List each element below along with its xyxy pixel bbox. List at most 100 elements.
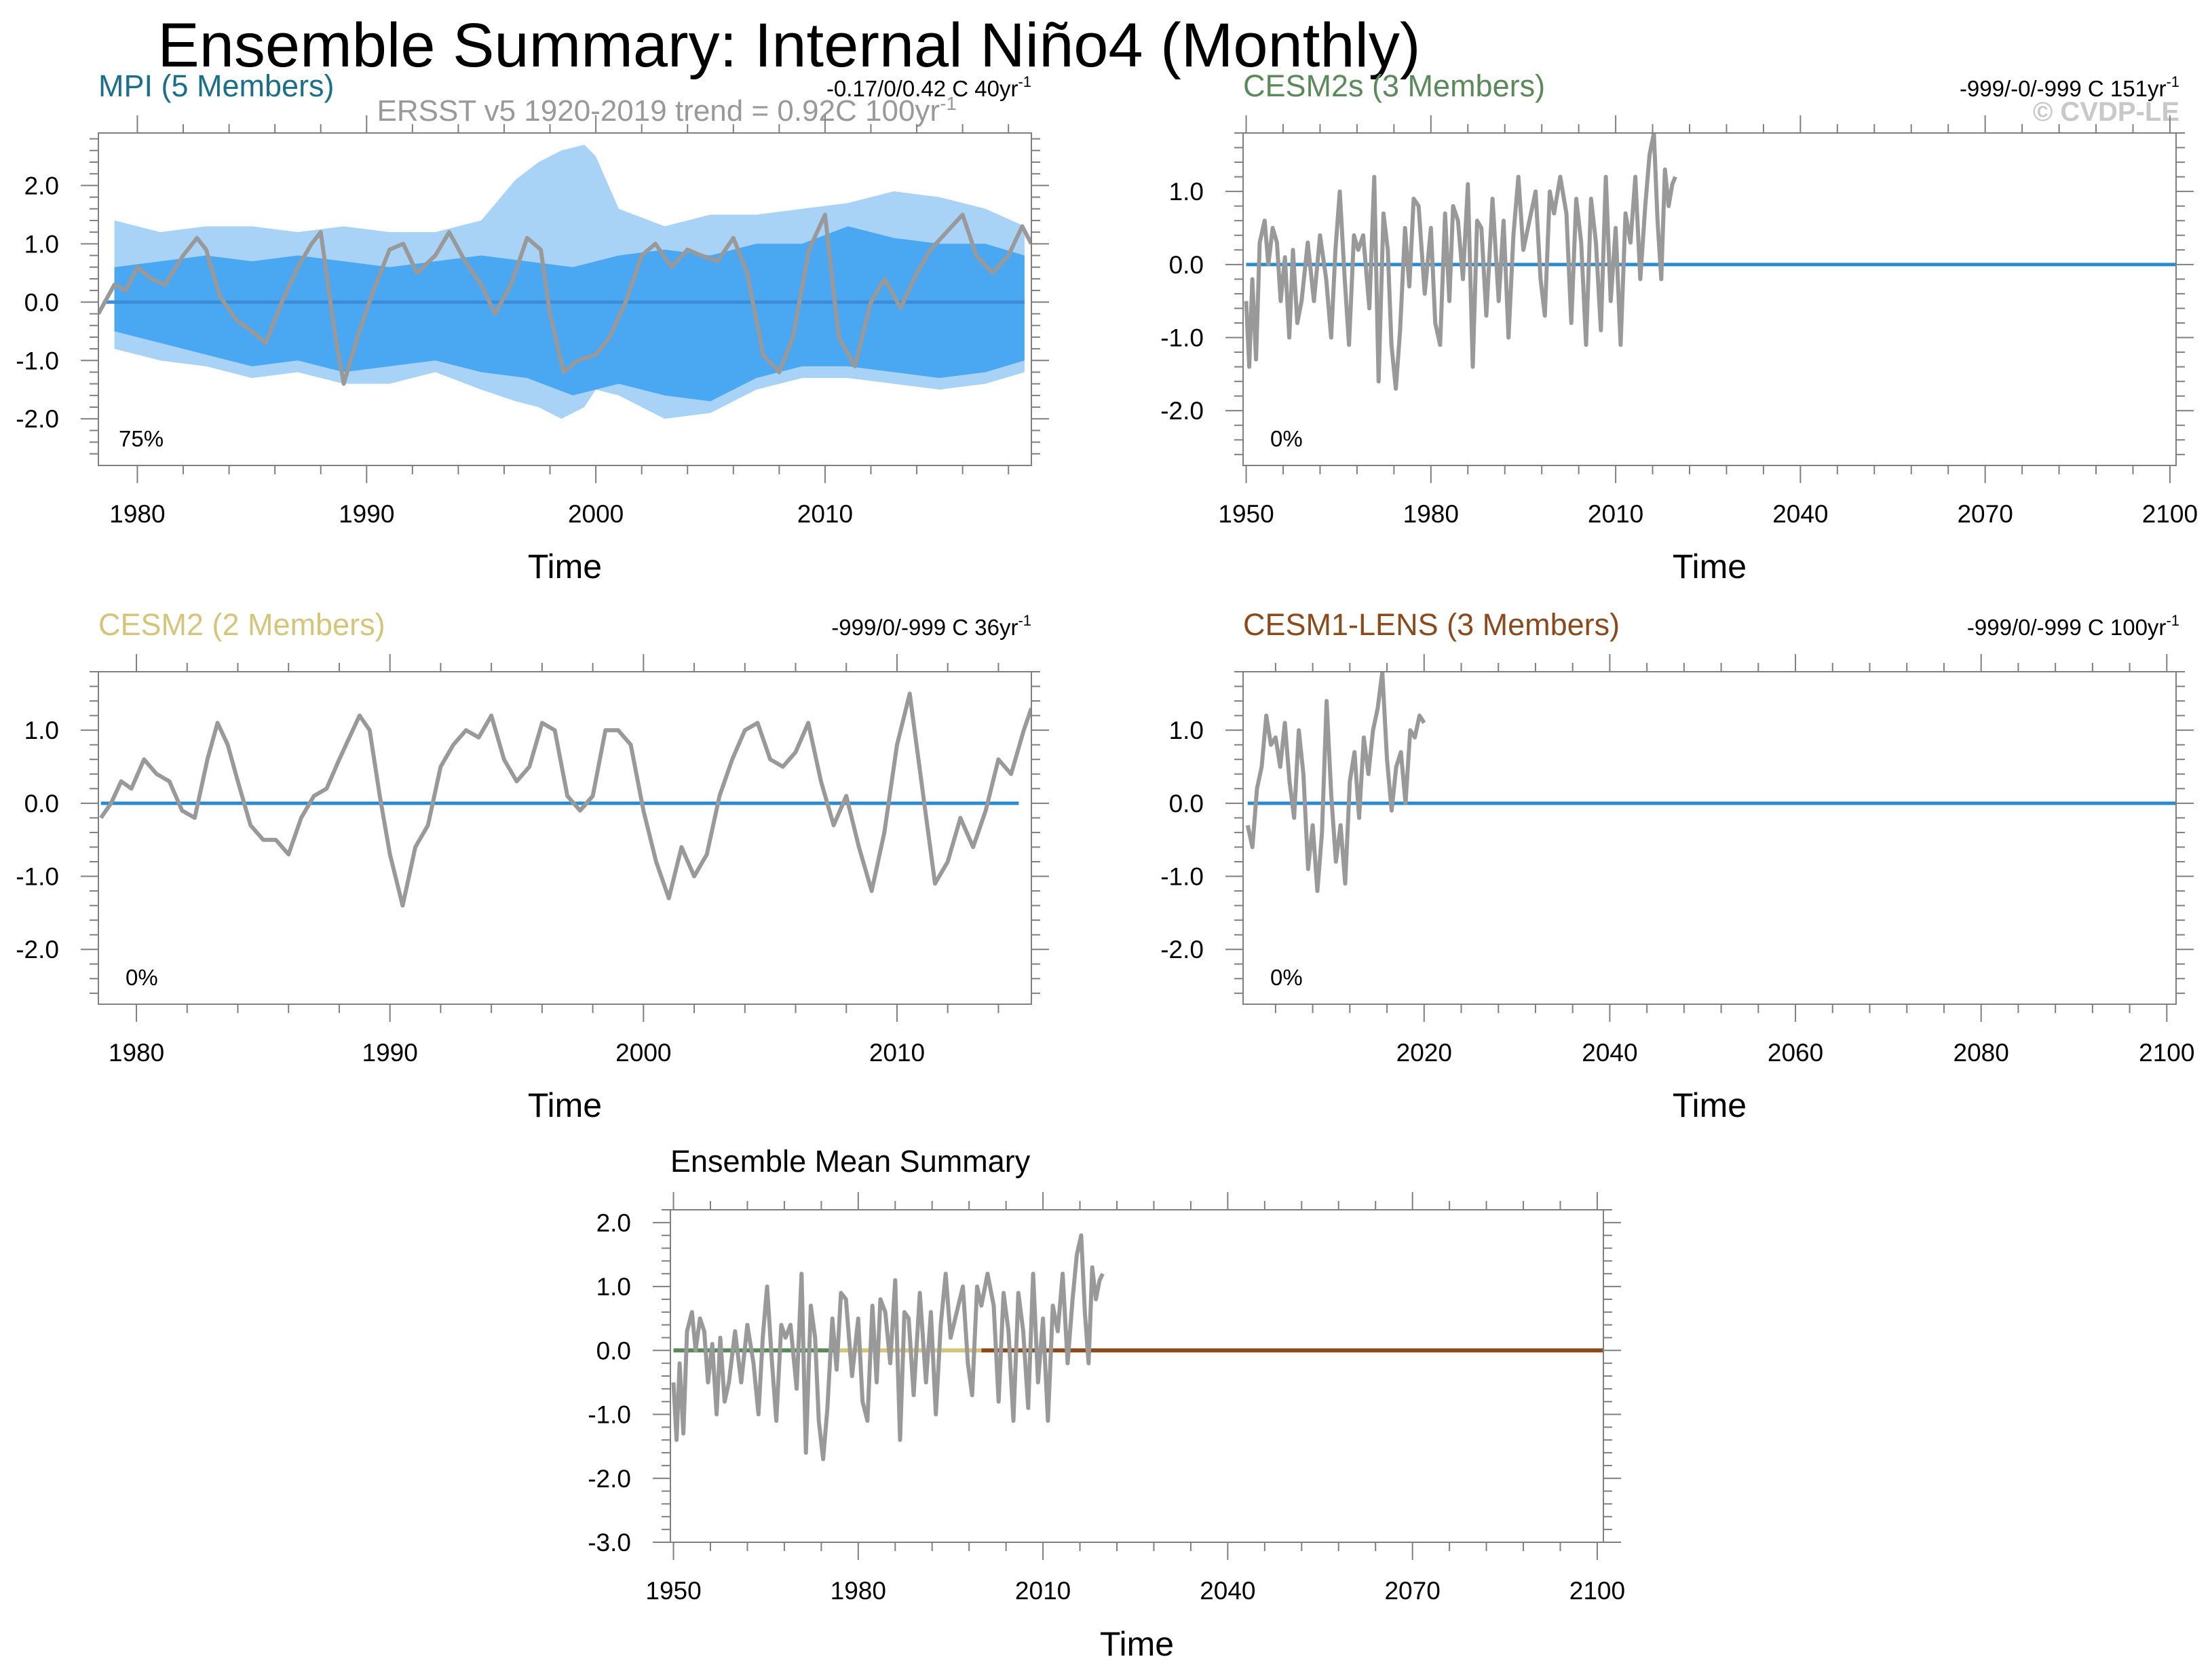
x-tick-label: 1980 — [109, 1039, 164, 1067]
y-tick-label: 0.0 — [24, 790, 59, 818]
series-line-observed-mpi — [98, 212, 1031, 386]
y-tick-label: 1.0 — [596, 1273, 631, 1301]
y-tick-label: -2.0 — [16, 405, 59, 433]
x-axis-label-mpi: Time — [528, 548, 602, 586]
x-axis-label-cesm2: Time — [528, 1086, 602, 1124]
y-tick-label: -2.0 — [16, 936, 59, 963]
y-tick-label: 1.0 — [1169, 717, 1204, 744]
x-tick-label: 2100 — [2139, 1039, 2194, 1067]
x-tick-label: 1980 — [109, 500, 165, 528]
x-tick-label: 1980 — [1403, 500, 1459, 528]
panel-trend-sup: -1 — [2166, 73, 2179, 90]
panel-trend-label-mpi: -0.17/0/0.42 C 40yr-1 — [826, 73, 1031, 101]
panel-trend-label-cesm1lens: -999/0/-999 C 100yr-1 — [1967, 612, 2179, 640]
chart-panel-ensemble_mean: Ensemble Mean Summary -3.0 -2.0 -1.0 0.0 1.0 2… — [588, 1144, 1625, 1663]
panel-title-cesm1lens: CESM1-LENS (3 Members) — [1243, 607, 1620, 642]
figure-subtitle-sup: -1 — [940, 93, 957, 114]
x-tick-label: 2060 — [1768, 1039, 1823, 1067]
x-tick-label: 2070 — [1957, 500, 2013, 528]
x-tick-label: 2010 — [869, 1039, 925, 1067]
x-tick-label: 2100 — [1569, 1577, 1625, 1605]
y-tick-label: 2.0 — [24, 172, 59, 199]
series-line-observed-cesm2s — [1244, 133, 1677, 391]
percent-label-cesm1lens: 0% — [1270, 965, 1303, 990]
percent-label-cesm2: 0% — [126, 965, 158, 990]
y-tick-label: 1.0 — [24, 717, 59, 744]
x-tick-label: 1950 — [1218, 500, 1274, 528]
figure-subtitle-text: ERSST v5 1920-2019 trend = 0.92C 100yr — [377, 94, 940, 128]
x-tick-label: 1990 — [362, 1039, 418, 1067]
figure-title: Ensemble Summary: Internal Niño4 (Monthl… — [157, 11, 1420, 80]
y-tick-label: -1.0 — [16, 347, 59, 375]
plot-area-ensemble_mean — [671, 1233, 1603, 1462]
plot-area-mpi — [98, 145, 1031, 419]
y-tick-label: 0.0 — [596, 1337, 631, 1364]
y-tick-label: 0.0 — [1169, 790, 1204, 818]
chart-panel-cesm2: CESM2 (2 Members) -999/0/-999 C 36yr-1 -2.… — [16, 607, 1049, 1124]
series-line-observed-ensemble_mean — [671, 1233, 1105, 1462]
x-tick-label: 2070 — [1384, 1577, 1440, 1605]
x-tick-label: 2080 — [1954, 1039, 2009, 1067]
panel-title-cesm2s: CESM2s (3 Members) — [1243, 69, 1545, 103]
panel-trend-sup: -1 — [2166, 612, 2179, 629]
y-tick-label: -1.0 — [588, 1401, 631, 1429]
chart-panel-cesm1lens: CESM1-LENS (3 Members) -999/0/-999 C 100y… — [1160, 607, 2194, 1124]
x-axis-label-ensemble_mean: Time — [1100, 1625, 1174, 1663]
plot-area-cesm2s — [1244, 133, 2176, 391]
plot-frame-cesm2s — [1242, 132, 2177, 466]
x-tick-label: 2020 — [1396, 1039, 1452, 1067]
panel-title-mpi: MPI (5 Members) — [98, 69, 335, 103]
x-axis-label-cesm2s: Time — [1673, 548, 1747, 586]
x-tick-label: 1980 — [831, 1577, 886, 1605]
y-tick-label: -3.0 — [588, 1529, 631, 1557]
panel-trend-text: -999/0/-999 C 100yr — [1967, 615, 2167, 640]
panel-trend-sup: -1 — [1018, 612, 1031, 629]
chart-panel-cesm2s: CESM2s (3 Members) -999/-0/-999 C 151yr-1… — [1160, 69, 2198, 586]
x-tick-label: 2010 — [1015, 1577, 1071, 1605]
panel-trend-label-cesm2s: -999/-0/-999 C 151yr-1 — [1960, 73, 2179, 101]
x-tick-label: 2040 — [1582, 1039, 1637, 1067]
copyright-label: © CVDP-LE — [2033, 97, 2179, 127]
y-tick-label: -1.0 — [16, 863, 59, 891]
y-tick-label: -1.0 — [1160, 863, 1204, 891]
panel-trend-text: -999/0/-999 C 36yr — [831, 615, 1018, 640]
percent-label-mpi: 75% — [119, 426, 164, 451]
panel-title-cesm2: CESM2 (2 Members) — [98, 607, 385, 642]
plot-frame-cesm2 — [98, 671, 1032, 1005]
plot-frame-mpi — [98, 132, 1032, 466]
percent-label-cesm2s: 0% — [1270, 426, 1303, 451]
y-tick-label: 1.0 — [1169, 178, 1204, 206]
y-tick-label: 1.0 — [24, 230, 59, 258]
panel-trend-text: -0.17/0/0.42 C 40yr — [826, 76, 1018, 101]
panel-title-ensemble_mean: Ensemble Mean Summary — [670, 1144, 1031, 1179]
x-tick-label: 2010 — [797, 500, 853, 528]
x-tick-label: 2040 — [1200, 1577, 1255, 1605]
series-line-observed-cesm1lens — [1245, 672, 1426, 894]
x-tick-label: 2040 — [1772, 500, 1828, 528]
panel-trend-sup: -1 — [1018, 73, 1031, 90]
spread-inner-band-mpi — [114, 226, 1025, 402]
y-tick-label: -1.0 — [1160, 324, 1204, 352]
x-tick-label: 2010 — [1588, 500, 1643, 528]
x-tick-label: 2000 — [568, 500, 624, 528]
y-tick-label: -2.0 — [1160, 397, 1204, 425]
figure-subtitle: ERSST v5 1920-2019 trend = 0.92C 100yr-1 — [377, 93, 957, 128]
panel-trend-label-cesm2: -999/0/-999 C 36yr-1 — [831, 612, 1031, 640]
plot-area-cesm2 — [99, 691, 1031, 908]
x-tick-label: 1990 — [339, 500, 394, 528]
x-axis-label-cesm1lens: Time — [1673, 1086, 1747, 1124]
plot-area-cesm1lens — [1245, 672, 2176, 894]
y-tick-label: -2.0 — [588, 1465, 631, 1493]
series-line-observed-cesm2 — [99, 691, 1031, 908]
y-tick-label: 0.0 — [24, 288, 59, 316]
y-tick-label: 0.0 — [1169, 251, 1204, 279]
panels-layer: MPI (5 Members) -0.17/0/0.42 C 40yr-1-2.0… — [16, 69, 2198, 1663]
y-tick-label: 2.0 — [596, 1209, 631, 1237]
plot-frame-cesm1lens — [1242, 671, 2177, 1005]
x-tick-label: 2100 — [2142, 500, 2198, 528]
panel-trend-text: -999/-0/-999 C 151yr — [1960, 76, 2167, 101]
x-tick-label: 2000 — [615, 1039, 671, 1067]
x-tick-label: 1950 — [645, 1577, 701, 1605]
chart-panel-mpi: MPI (5 Members) -0.17/0/0.42 C 40yr-1 -2.0… — [16, 69, 1049, 586]
